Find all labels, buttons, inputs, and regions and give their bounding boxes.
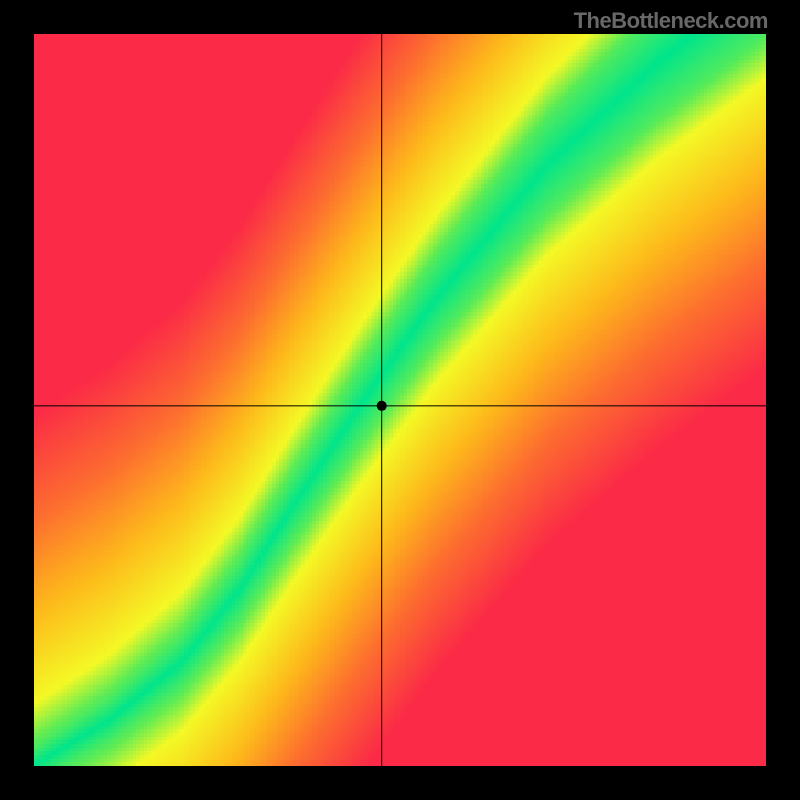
bottleneck-heatmap [0,0,800,800]
chart-container: TheBottleneck.com [0,0,800,800]
watermark: TheBottleneck.com [574,8,768,34]
